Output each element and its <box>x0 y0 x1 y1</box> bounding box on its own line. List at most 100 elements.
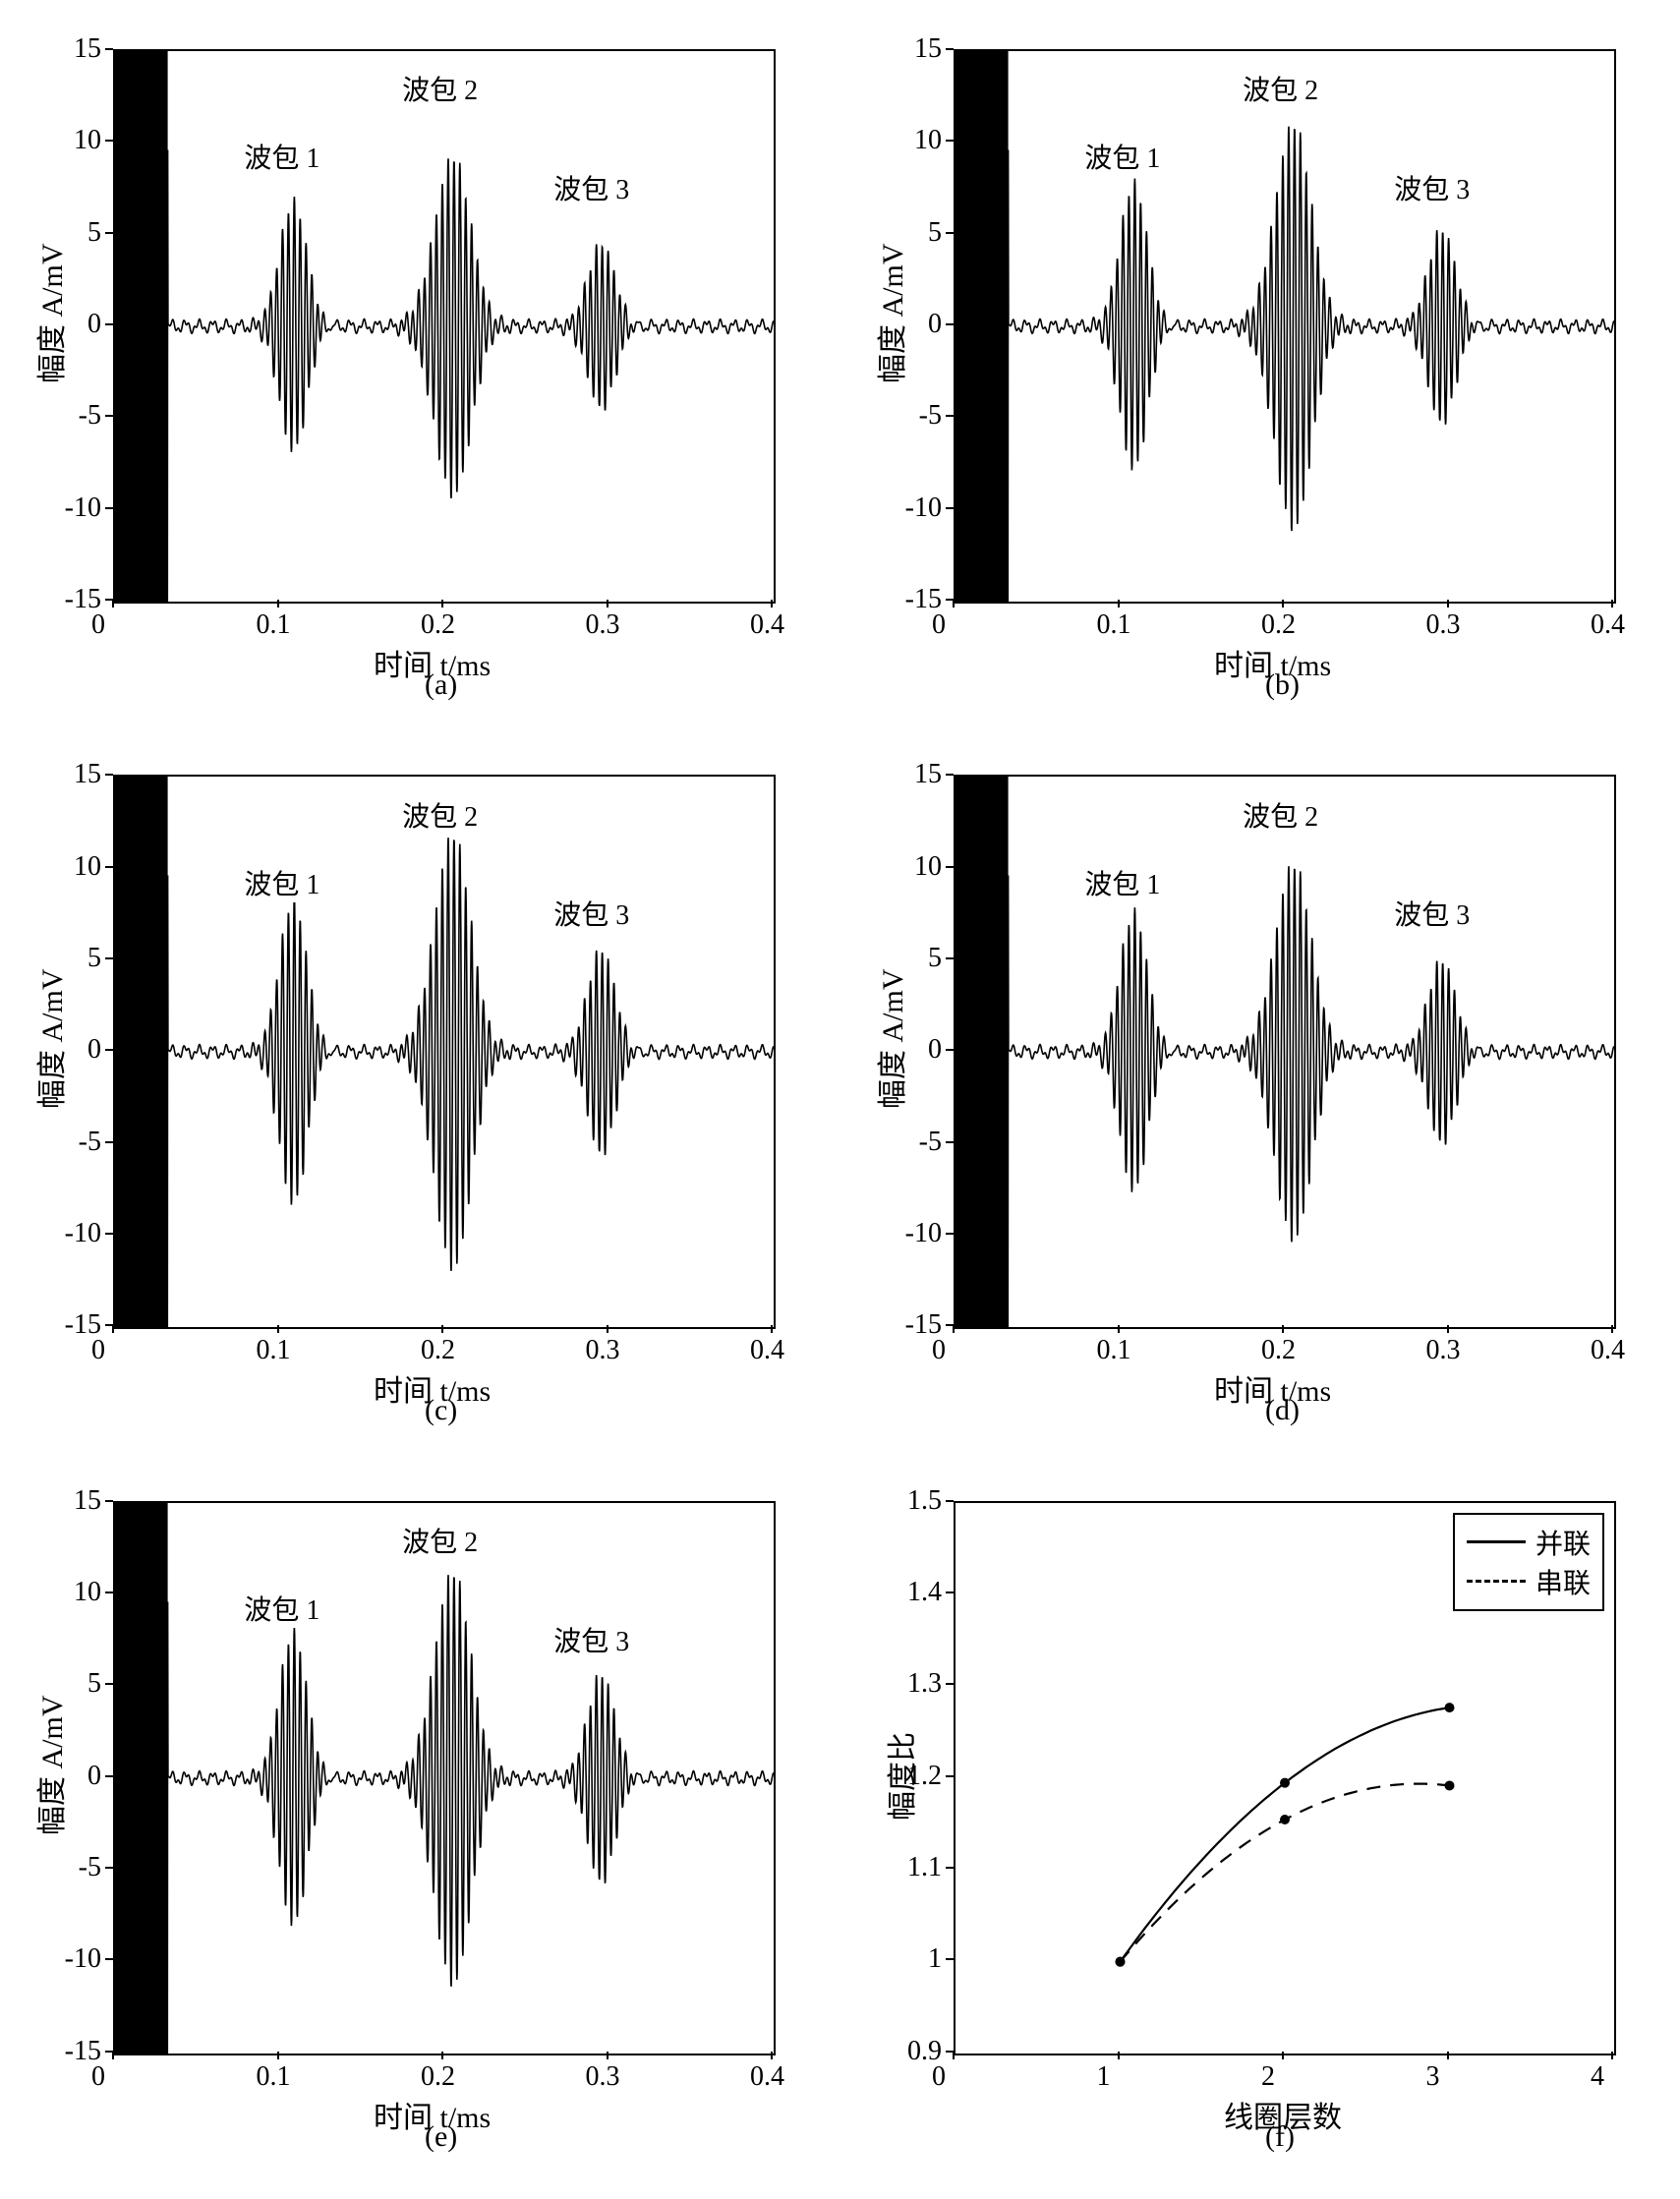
packet-label-2: 波包 2 <box>402 69 478 108</box>
legend-label: 并联 <box>1535 1523 1591 1562</box>
ytick-label: 15 <box>883 759 942 790</box>
wave-panel-c: 波包 1波包 2波包 300.10.20.30.4-15-10-5051015时… <box>20 745 806 1394</box>
ytick-label: -10 <box>42 1943 101 1975</box>
ytick-label: 1 <box>883 1943 942 1975</box>
packet-label-2: 波包 2 <box>402 795 478 835</box>
ytick-label: 10 <box>883 125 942 156</box>
figure-grid: 波包 1波包 2波包 300.10.20.30.4-15-10-5051015时… <box>20 20 1671 2172</box>
plot-area: 波包 1 波包 2 波包 3 <box>954 775 1616 1329</box>
wave-svg <box>956 51 1614 602</box>
xtick-label: 0.4 <box>750 2061 784 2093</box>
sublabel: (f) <box>1265 2120 1295 2154</box>
ytick-label: 15 <box>42 33 101 65</box>
ytick-label: -15 <box>42 1309 101 1341</box>
ytick-label: 15 <box>42 1485 101 1517</box>
plot-area: 波包 1 波包 2 波包 3 <box>113 1501 776 2055</box>
ytick-label: -10 <box>883 1218 942 1249</box>
wave-panel-d: 波包 1波包 2波包 300.10.20.30.4-15-10-5051015时… <box>860 745 1647 1394</box>
xtick-label: 2 <box>1261 2061 1275 2093</box>
packet-label-3: 波包 3 <box>553 168 629 207</box>
xtick-label: 0.1 <box>257 2061 291 2093</box>
packet-label-2: 波包 2 <box>1243 69 1318 108</box>
wave-panel-b: 波包 1波包 2波包 300.10.20.30.4-15-10-5051015时… <box>860 20 1647 668</box>
ytick-label: 15 <box>883 33 942 65</box>
wave-svg <box>115 1503 774 2054</box>
xtick-label: 4 <box>1591 2061 1604 2093</box>
packet-label-3: 波包 3 <box>553 894 629 933</box>
xtick-label: 0.3 <box>586 2061 620 2093</box>
packet-label-2: 波包 2 <box>402 1521 478 1560</box>
ytick-label: 0.9 <box>883 2036 942 2067</box>
ytick-label: 1.3 <box>883 1668 942 1700</box>
plot-area: 波包 1 波包 2 波包 3 <box>113 49 776 604</box>
packet-label-2: 波包 2 <box>1243 795 1318 835</box>
legend-item: 并联 <box>1467 1523 1591 1562</box>
xtick-label: 0.4 <box>750 1335 784 1366</box>
wave-svg <box>115 51 774 602</box>
xtick-label: 1 <box>1097 2061 1111 2093</box>
packet-label-1: 波包 1 <box>1084 137 1160 176</box>
xtick-label: 0.1 <box>257 1335 291 1366</box>
packet-label-1: 波包 1 <box>244 863 319 902</box>
line-panel-f: 并联串联012340.911.11.21.31.41.5线圈层数幅度比(f) <box>860 1472 1647 2120</box>
xtick-label: 3 <box>1426 2061 1440 2093</box>
ytick-label: 1.5 <box>883 1485 942 1517</box>
packet-label-3: 波包 3 <box>1394 168 1470 207</box>
ylabel: 幅度 A/mV <box>868 969 911 1110</box>
ylabel: 幅度比 <box>878 1732 921 1821</box>
xtick-label: 0.3 <box>586 609 620 641</box>
xtick-label: 0.3 <box>586 1335 620 1366</box>
packet-label-1: 波包 1 <box>244 137 319 176</box>
ytick-label: 1.1 <box>883 1852 942 1883</box>
ytick-label: -10 <box>883 492 942 524</box>
wave-panel-a: 波包 1波包 2波包 300.10.20.30.4-15-10-5051015时… <box>20 20 806 668</box>
xtick-label: 0.2 <box>1261 609 1296 641</box>
xtick-label: 0.2 <box>421 2061 455 2093</box>
ytick-label: 10 <box>42 1577 101 1608</box>
ylabel: 幅度 A/mV <box>28 969 71 1110</box>
ytick-label: -5 <box>42 400 101 432</box>
ytick-label: -5 <box>883 400 942 432</box>
xtick-label: 0.2 <box>421 609 455 641</box>
ytick-label: 10 <box>42 851 101 883</box>
wave-svg <box>115 777 774 1327</box>
packet-label-1: 波包 1 <box>1084 863 1160 902</box>
ytick-label: -5 <box>42 1127 101 1158</box>
xtick-label: 0.1 <box>1097 1335 1131 1366</box>
legend-label: 串联 <box>1535 1562 1591 1601</box>
ylabel: 幅度 A/mV <box>28 1695 71 1835</box>
wave-panel-e: 波包 1波包 2波包 300.10.20.30.4-15-10-5051015时… <box>20 1472 806 2120</box>
sublabel: (d) <box>1265 1394 1300 1427</box>
ytick-label: 10 <box>42 125 101 156</box>
xtick-label: 0.2 <box>1261 1335 1296 1366</box>
sublabel: (b) <box>1265 668 1300 702</box>
plot-area: 波包 1 波包 2 波包 3 <box>113 775 776 1329</box>
ytick-label: -15 <box>42 2036 101 2067</box>
ytick-label: -10 <box>42 1218 101 1249</box>
packet-label-3: 波包 3 <box>553 1620 629 1659</box>
xtick-label: 0.4 <box>1591 1335 1625 1366</box>
sublabel: (a) <box>425 668 457 702</box>
xtick-label: 0.4 <box>750 609 784 641</box>
sublabel: (c) <box>425 1394 457 1427</box>
ytick-label: -10 <box>42 492 101 524</box>
legend-item: 串联 <box>1467 1562 1591 1601</box>
xtick-label: 0.1 <box>1097 609 1131 641</box>
ytick-label: 10 <box>883 851 942 883</box>
ylabel: 幅度 A/mV <box>868 244 911 384</box>
ytick-label: -5 <box>42 1852 101 1883</box>
xtick-label: 0.3 <box>1426 609 1461 641</box>
plot-area: 波包 1 波包 2 波包 3 <box>954 49 1616 604</box>
packet-label-1: 波包 1 <box>244 1589 319 1628</box>
ytick-label: -15 <box>883 584 942 615</box>
ytick-label: -15 <box>42 584 101 615</box>
ylabel: 幅度 A/mV <box>28 244 71 384</box>
ytick-label: 1.4 <box>883 1577 942 1608</box>
ytick-label: 15 <box>42 759 101 790</box>
xtick-label: 0.4 <box>1591 609 1625 641</box>
xtick-label: 0.2 <box>421 1335 455 1366</box>
packet-label-3: 波包 3 <box>1394 894 1470 933</box>
ytick-label: -5 <box>883 1127 942 1158</box>
xtick-label: 0.1 <box>257 609 291 641</box>
legend: 并联串联 <box>1453 1513 1604 1611</box>
